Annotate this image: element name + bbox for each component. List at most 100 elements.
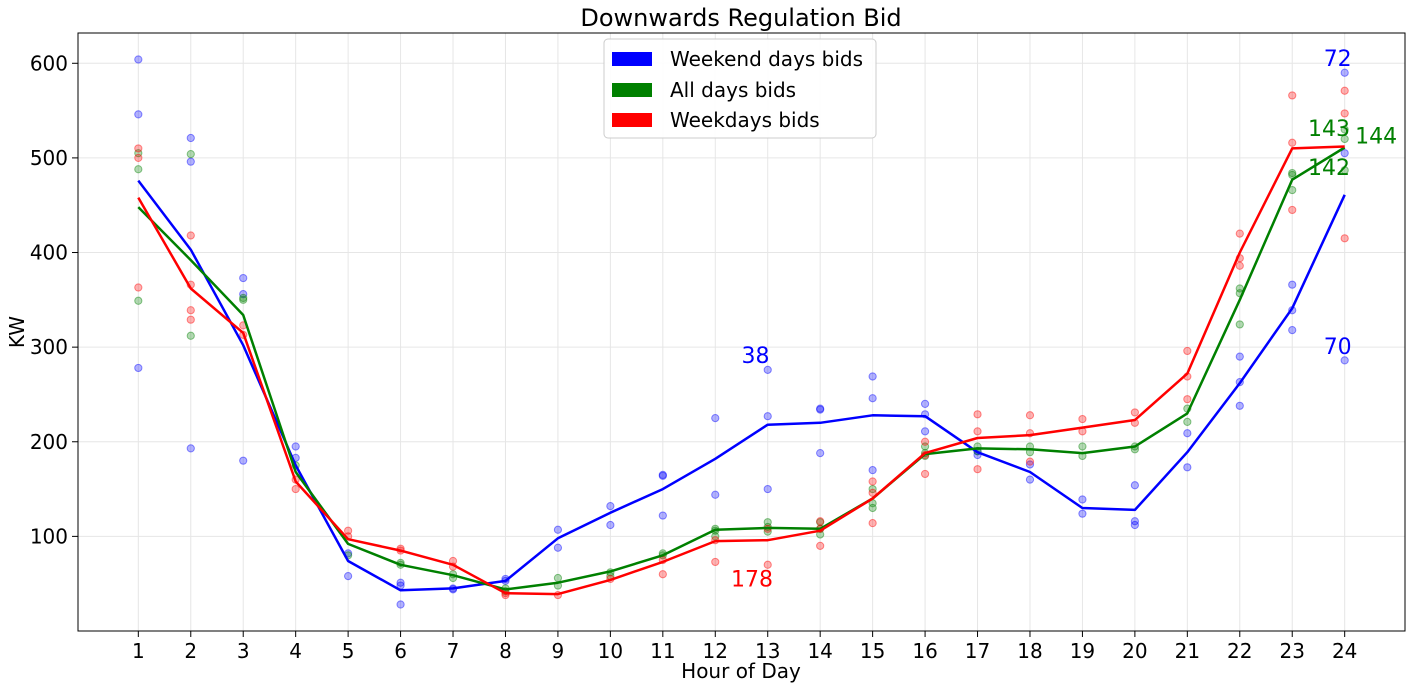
- data-point-series-3: [186, 231, 195, 240]
- data-point-series-1: [658, 471, 667, 480]
- data-point-series-1: [1025, 475, 1035, 484]
- data-point-series-1: [1183, 463, 1192, 472]
- data-point-series-1: [920, 399, 930, 409]
- x-tick-label: 7: [447, 639, 460, 663]
- y-axis-label: KW: [5, 316, 29, 348]
- data-point-series-1: [239, 290, 248, 299]
- data-point-series-2: [134, 149, 143, 158]
- data-point-series-2: [868, 503, 877, 513]
- x-tick-label: 22: [1227, 639, 1252, 663]
- data-point-series-3: [973, 465, 982, 474]
- data-point-series-3: [868, 519, 877, 528]
- x-tick-label: 8: [499, 639, 512, 663]
- data-point-series-1: [816, 404, 825, 413]
- data-point-series-1: [1078, 495, 1087, 504]
- y-tick-label: 200: [30, 430, 68, 454]
- data-point-series-3: [1183, 346, 1192, 356]
- data-point-series-1: [1183, 429, 1192, 438]
- data-point-series-2: [1078, 442, 1087, 451]
- data-point-series-1: [658, 511, 667, 520]
- annotation-label: 178: [731, 568, 773, 593]
- data-point-series-3: [973, 410, 982, 419]
- data-point-series-1: [763, 484, 772, 494]
- data-point-series-3: [186, 315, 195, 324]
- annotation-label: 72: [1324, 47, 1352, 72]
- data-point-series-1: [816, 449, 825, 458]
- data-point-series-1: [553, 525, 563, 534]
- data-point-series-1: [134, 55, 143, 64]
- data-point-series-3: [291, 484, 300, 494]
- legend-swatch-weekdays: [612, 113, 652, 127]
- data-point-series-3: [344, 526, 353, 535]
- annotation-label: 70: [1324, 335, 1352, 360]
- data-point-series-1: [868, 394, 877, 403]
- data-point-series-3: [134, 283, 143, 292]
- data-point-series-3: [134, 144, 143, 153]
- x-tick-label: 20: [1122, 639, 1147, 663]
- data-point-series-1: [134, 110, 143, 119]
- data-point-series-1: [606, 502, 615, 511]
- x-tick-label: 14: [807, 639, 832, 663]
- x-tick-label: 18: [1017, 639, 1042, 663]
- series-line-3: [137, 145, 1345, 596]
- data-point-series-3: [1340, 86, 1349, 95]
- data-point-series-2: [239, 293, 248, 303]
- x-tick-label: 11: [650, 639, 675, 663]
- data-point-series-3: [186, 306, 195, 315]
- x-tick-label: 19: [1070, 639, 1095, 663]
- scatter-points: [134, 55, 1349, 609]
- data-point-series-3: [711, 557, 720, 567]
- data-point-series-1: [239, 273, 248, 283]
- data-point-series-3: [1288, 91, 1297, 100]
- data-point-series-1: [763, 412, 772, 421]
- data-point-series-3: [868, 477, 877, 486]
- data-point-series-3: [1025, 411, 1035, 420]
- x-tick-label: 16: [912, 639, 937, 663]
- data-point-series-1: [134, 363, 143, 373]
- series-line-1: [137, 179, 1346, 592]
- data-point-series-2: [1235, 320, 1244, 329]
- data-point-series-1: [1288, 326, 1297, 335]
- data-point-series-3: [1235, 229, 1244, 238]
- data-point-series-3: [920, 437, 930, 446]
- data-point-series-2: [186, 331, 195, 340]
- y-tick-label: 100: [30, 524, 68, 548]
- axis-ticks: 1 2 3 4 5 6 7 8 9 10 11 12 13 14 15 16 17 18 19 20 21 22 23 241…: [30, 51, 1358, 663]
- data-point-series-1: [396, 600, 405, 609]
- data-point-series-2: [868, 484, 877, 494]
- data-point-series-1: [186, 444, 195, 453]
- legend-swatch-all: [612, 83, 652, 97]
- annotation-label: 143: [1308, 117, 1350, 142]
- data-point-series-1: [658, 470, 667, 479]
- data-point-series-3: [1025, 457, 1035, 466]
- data-point-series-3: [763, 560, 772, 569]
- data-point-series-1: [1025, 460, 1035, 469]
- data-point-series-1: [711, 414, 720, 423]
- data-point-series-1: [1130, 481, 1139, 490]
- x-tick-label: 6: [394, 639, 407, 663]
- data-point-series-2: [1340, 166, 1349, 175]
- data-point-series-3: [1183, 395, 1192, 404]
- data-point-series-1: [186, 157, 195, 166]
- data-point-series-1: [1130, 520, 1139, 530]
- data-point-series-1: [816, 405, 825, 414]
- data-point-series-3: [1130, 408, 1139, 417]
- x-tick-label: 21: [1175, 639, 1200, 663]
- data-point-series-1: [186, 133, 195, 143]
- data-point-series-1: [1235, 352, 1244, 361]
- data-point-series-3: [134, 153, 143, 162]
- data-point-series-3: [1288, 138, 1297, 147]
- x-tick-label: 17: [965, 639, 990, 663]
- legend-frame: [603, 38, 877, 139]
- legend: Weekend days bids All days bids Weekdays…: [603, 38, 877, 139]
- data-point-series-2: [186, 150, 195, 159]
- data-point-series-1: [553, 543, 563, 552]
- x-tick-label: 5: [342, 639, 355, 663]
- data-point-series-1: [344, 572, 353, 581]
- data-point-series-2: [763, 518, 772, 527]
- data-point-series-3: [1340, 234, 1349, 243]
- data-point-series-3: [816, 541, 825, 550]
- y-tick-label: 400: [30, 241, 68, 265]
- x-tick-label: 2: [184, 639, 197, 663]
